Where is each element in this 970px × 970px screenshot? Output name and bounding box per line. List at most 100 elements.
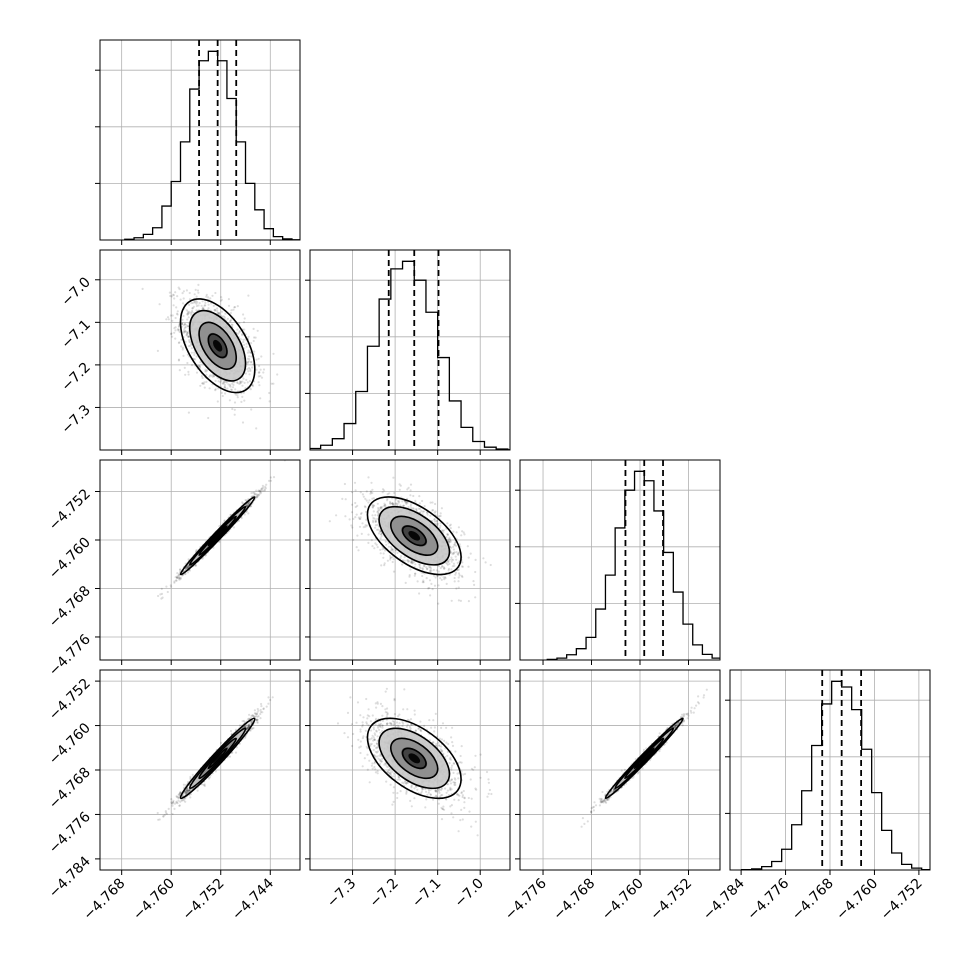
- sample-point: [348, 518, 351, 521]
- sample-point: [205, 373, 208, 376]
- sample-point: [260, 376, 264, 379]
- sample-point: [204, 304, 207, 307]
- sample-point: [359, 491, 362, 494]
- sample-point: [233, 306, 236, 309]
- sample-point: [257, 357, 260, 360]
- sample-point: [226, 387, 229, 390]
- sample-point: [248, 366, 251, 370]
- sample-point: [198, 302, 201, 305]
- sample-point: [423, 505, 426, 508]
- sample-point: [181, 302, 185, 305]
- sample-point: [174, 576, 177, 579]
- sample-point: [378, 530, 381, 533]
- sample-point: [178, 804, 181, 807]
- sample-point: [391, 560, 394, 564]
- sample-point: [258, 364, 261, 368]
- sample-point: [222, 315, 225, 318]
- sample-point: [224, 387, 227, 390]
- sample-point: [426, 511, 429, 514]
- sample-point: [407, 486, 410, 489]
- sample-point: [403, 559, 406, 562]
- sample-point: [214, 308, 217, 311]
- sample-point: [257, 494, 260, 497]
- sample-point: [177, 577, 180, 580]
- sample-point: [269, 476, 272, 479]
- sample-point: [457, 572, 461, 575]
- sample-point: [396, 503, 399, 506]
- sample-point: [248, 360, 251, 363]
- sample-point: [396, 551, 399, 555]
- sample-point: [437, 565, 440, 568]
- sample-point: [186, 313, 189, 316]
- sample-point: [246, 504, 249, 508]
- sample-point: [187, 316, 190, 319]
- sample-point: [200, 375, 203, 378]
- sample-point: [350, 524, 353, 527]
- sample-point: [204, 370, 207, 373]
- sample-point: [224, 392, 227, 395]
- sample-point: [352, 517, 355, 521]
- sample-point: [187, 411, 190, 414]
- sample-point: [392, 558, 395, 561]
- panel-frame: [519, 459, 721, 661]
- sample-point: [262, 489, 265, 492]
- sample-point: [172, 294, 175, 297]
- sample-point: [237, 519, 240, 523]
- sample-point: [255, 496, 259, 499]
- sample-point: [208, 776, 211, 779]
- sample-point: [450, 560, 453, 563]
- sample-point: [176, 310, 179, 313]
- sample-point: [242, 377, 245, 380]
- sample-point: [232, 383, 235, 387]
- sample-point: [386, 559, 389, 562]
- sample-point: [185, 289, 188, 292]
- sample-point: [445, 536, 448, 539]
- sample-point: [177, 325, 181, 328]
- density-level-3: [213, 339, 223, 352]
- sample-point: [189, 343, 193, 346]
- sample-point: [247, 370, 250, 373]
- sample-point: [188, 788, 191, 791]
- sample-point: [187, 331, 190, 334]
- sample-point: [379, 507, 382, 510]
- sample-point: [436, 574, 439, 578]
- sample-point: [276, 373, 279, 376]
- sample-point: [393, 491, 396, 495]
- sample-point: [170, 295, 173, 298]
- sample-point: [389, 558, 392, 561]
- sample-point: [376, 510, 379, 513]
- sample-point: [454, 573, 457, 576]
- sample-point: [179, 576, 182, 580]
- sample-point: [209, 297, 212, 300]
- sample-point: [410, 560, 414, 563]
- sample-point: [199, 384, 202, 387]
- sample-point: [351, 526, 354, 529]
- sample-point: [264, 487, 267, 490]
- y-tick-label: −7.2: [58, 359, 93, 394]
- sample-point: [190, 311, 194, 314]
- sample-point: [234, 728, 238, 731]
- sample-point: [474, 570, 477, 574]
- sample-point: [249, 369, 252, 372]
- sample-point: [428, 570, 432, 573]
- sample-point: [260, 488, 263, 491]
- sample-point: [376, 517, 379, 521]
- sample-point: [261, 487, 264, 490]
- sample-point: [208, 375, 211, 378]
- sample-point: [328, 520, 331, 523]
- sample-point: [254, 336, 257, 339]
- sample-point: [188, 303, 191, 306]
- sample-point: [207, 296, 210, 299]
- sample-point: [371, 506, 374, 509]
- sample-point: [382, 552, 385, 555]
- sample-point: [455, 531, 458, 534]
- sample-point: [221, 382, 224, 385]
- sample-point: [260, 490, 263, 493]
- sample-point: [184, 568, 188, 571]
- sample-point: [257, 371, 260, 374]
- sample-point: [255, 719, 258, 722]
- sample-point: [442, 576, 445, 579]
- panel-frame: [99, 459, 301, 661]
- sample-point: [185, 566, 188, 569]
- sample-point: [189, 341, 192, 344]
